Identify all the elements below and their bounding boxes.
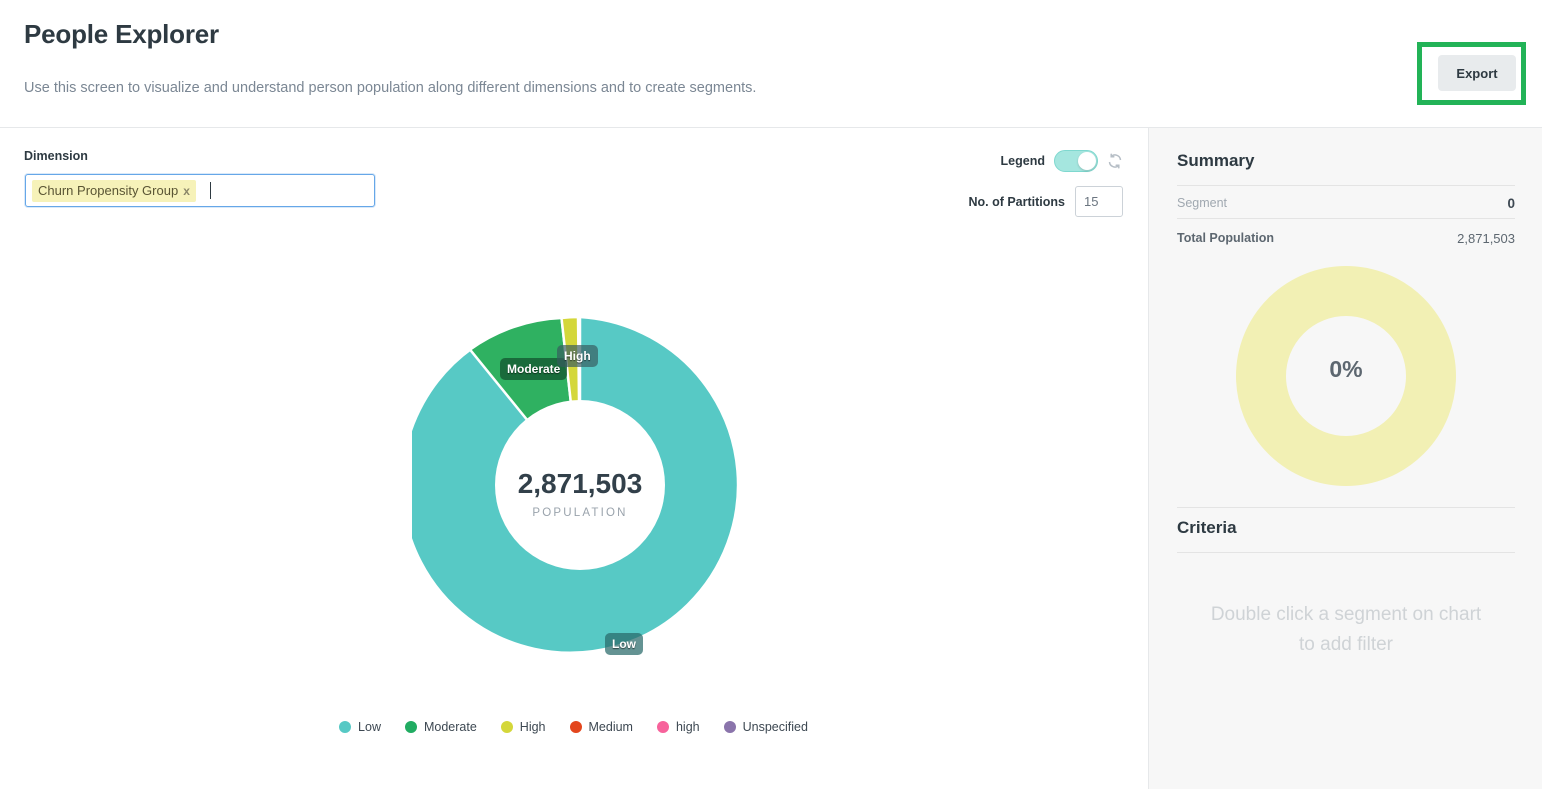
dimension-tag-label: Churn Propensity Group (38, 183, 179, 198)
legend-toggle-label: Legend (1000, 154, 1045, 168)
legend-item-label: high (675, 720, 700, 734)
dimension-input[interactable]: Churn Propensity Group x (25, 174, 375, 207)
legend-dot-icon (404, 721, 417, 733)
pie-donut-hole (495, 400, 665, 570)
criteria-divider-top (1177, 507, 1515, 508)
export-button[interactable]: Export (1438, 55, 1516, 91)
pie-center-population-value: 2,871,503 (517, 468, 643, 499)
legend-dot-icon (500, 721, 513, 733)
summary-panel: Summary Segment 0 Total Population 2,871… (1148, 128, 1542, 789)
header-divider (0, 127, 1542, 128)
legend-item-medium[interactable]: Medium (569, 720, 633, 734)
criteria-empty-line-1: Double click a segment on chart (1210, 604, 1482, 625)
legend-dot-icon (339, 721, 352, 733)
partitions-label: No. of Partitions (968, 194, 1065, 209)
page-header: People Explorer Use this screen to visua… (0, 0, 1542, 127)
summary-row-total-population: Total Population 2,871,503 (1177, 227, 1515, 249)
summary-title: Summary (1177, 151, 1255, 170)
criteria-divider-bottom (1177, 552, 1515, 553)
summary-row-key: Total Population (1177, 231, 1274, 245)
dimension-tag[interactable]: Churn Propensity Group x (32, 179, 196, 202)
legend-toggle[interactable] (1054, 150, 1098, 172)
chart-main-area: Dimension Churn Propensity Group x Legen… (0, 128, 1147, 789)
legend-dot-icon (569, 721, 582, 733)
summary-row-value: 0 (1507, 195, 1515, 211)
partitions-input[interactable] (1075, 186, 1123, 217)
legend-item-label: Unspecified (742, 720, 808, 734)
legend-dot-icon (723, 721, 736, 733)
page-subtitle: Use this screen to visualize and underst… (24, 80, 757, 96)
criteria-empty-state: Double click a segment on chart to add f… (1199, 600, 1493, 660)
legend-item-label: Low (358, 720, 381, 734)
legend-item-high-lower[interactable]: high (656, 720, 700, 734)
legend-item-moderate[interactable]: Moderate (404, 720, 477, 734)
chart-legend: Low Moderate High Medium high Unspecifie… (0, 720, 1147, 734)
pie-center-population-label: POPULATION (532, 507, 628, 519)
summary-row-key: Segment (1177, 196, 1228, 210)
legend-item-label: Moderate (423, 720, 477, 734)
criteria-empty-line-2: to add filter (1299, 634, 1393, 655)
pie-label-high: High (557, 345, 598, 367)
legend-dot-icon (656, 721, 669, 733)
legend-item-label: High (519, 720, 546, 734)
dimension-tag-remove-icon[interactable]: x (183, 183, 190, 198)
summary-row-segment: Segment 0 (1177, 192, 1515, 214)
pie-label-low: Low (605, 633, 643, 655)
legend-item-high[interactable]: High (500, 720, 546, 734)
text-cursor (209, 182, 211, 199)
legend-item-label: Medium (588, 720, 633, 734)
dimension-label: Dimension (24, 149, 88, 163)
pie-label-moderate: Moderate (500, 358, 568, 380)
summary-row-value: 2,871,503 (1457, 230, 1515, 246)
partitions-row: No. of Partitions (968, 186, 1123, 217)
legend-toggle-knob (1078, 152, 1096, 170)
criteria-title: Criteria (1177, 518, 1237, 537)
refresh-icon[interactable] (1107, 153, 1123, 169)
page-title: People Explorer (24, 19, 219, 49)
population-pie-chart[interactable]: 2,871,503 POPULATION Moderate High Low (400, 315, 748, 655)
pie-svg (400, 315, 740, 654)
legend-item-unspecified[interactable]: Unspecified (723, 720, 808, 734)
legend-toggle-row: Legend (1001, 150, 1123, 172)
summary-divider (1177, 218, 1515, 219)
summary-donut-chart (1236, 266, 1456, 486)
summary-donut-percent: 0% (1329, 356, 1363, 382)
summary-divider (1177, 185, 1515, 186)
legend-item-low[interactable]: Low (339, 720, 381, 734)
summary-donut-track (1236, 266, 1456, 486)
